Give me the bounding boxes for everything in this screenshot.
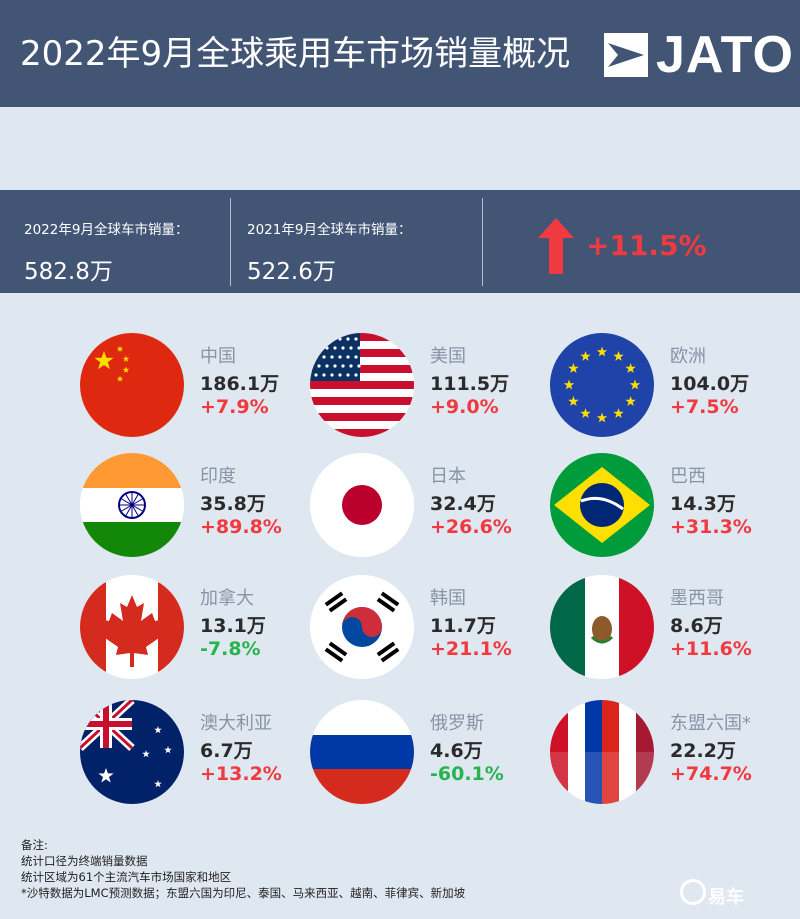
country-card-usa: 美国 111.5万 +9.0% (310, 333, 550, 443)
country-card-australia: 澳大利亚 6.7万 +13.2% (80, 700, 320, 810)
notes-line: 统计口径为终端销量数据 (21, 854, 148, 868)
summary-bar: 2022年9月全球车市销量： 582.8万 2021年9月全球车市销量： 522… (0, 190, 800, 293)
country-change: +13.2% (200, 763, 282, 785)
stat-2022-value: 582.8万 (24, 259, 113, 285)
japan-flag-icon (310, 453, 414, 557)
country-name: 欧洲 (670, 346, 706, 367)
growth-value: +11.5% (586, 229, 707, 262)
country-name: 印度 (200, 466, 236, 487)
country-change: +31.3% (670, 516, 752, 538)
country-sales: 186.1万 (200, 373, 280, 395)
country-change: +9.0% (430, 396, 499, 418)
china-flag-icon (80, 333, 184, 437)
country-card-india: 印度 35.8万 +89.8% (80, 453, 320, 563)
australia-flag-icon (80, 700, 184, 804)
asean-flag-icon (550, 700, 654, 804)
country-change: +89.8% (200, 516, 282, 538)
divider (230, 198, 231, 286)
usa-flag-icon (310, 333, 414, 437)
up-arrow-icon (538, 218, 574, 274)
country-sales: 8.6万 (670, 615, 723, 637)
notes: 备注: 统计口径为终端销量数据 统计区域为61个主流汽车市场国家和地区 *沙特数… (21, 837, 465, 901)
country-sales: 6.7万 (200, 740, 253, 762)
country-name: 巴西 (670, 466, 706, 487)
notes-heading: 备注: (21, 838, 48, 852)
country-change: +11.6% (670, 638, 752, 660)
country-change: +74.7% (670, 763, 752, 785)
country-card-brazil: 巴西 14.3万 +31.3% (550, 453, 790, 563)
russia-flag-icon (310, 700, 414, 804)
country-name: 中国 (200, 346, 236, 367)
header-banner: 2022年9月全球乘用车市场销量概况 JATO (0, 0, 800, 107)
country-card-eu: 欧洲 104.0万 +7.5% (550, 333, 790, 443)
asean-flag-icon (550, 700, 654, 804)
mexico-flag-icon (550, 575, 654, 679)
canada-flag-icon (80, 575, 184, 679)
page-title: 2022年9月全球乘用车市场销量概况 (20, 34, 571, 74)
country-change: +7.5% (670, 396, 739, 418)
notes-line: *沙特数据为LMC预测数据；东盟六国为印尼、泰国、马来西亚、越南、菲律宾、新加坡 (21, 886, 466, 900)
jato-logo: JATO (604, 27, 794, 83)
korea-flag-icon (310, 575, 414, 679)
brazil-flag-icon (550, 453, 654, 557)
country-name: 澳大利亚 (200, 713, 272, 734)
divider (482, 198, 483, 286)
watermark: 易车 (708, 887, 744, 908)
country-sales: 32.4万 (430, 493, 496, 515)
jato-logo-icon (604, 33, 648, 77)
country-sales: 104.0万 (670, 373, 750, 395)
country-sales: 13.1万 (200, 615, 266, 637)
notes-line: 统计区域为61个主流汽车市场国家和地区 (21, 870, 232, 884)
stat-2021-value: 522.6万 (247, 259, 336, 285)
country-name: 加拿大 (200, 588, 254, 609)
country-card-canada: 加拿大 13.1万 -7.8% (80, 575, 320, 685)
watermark-icon (680, 879, 706, 905)
country-change: -60.1% (430, 763, 504, 785)
country-name: 韩国 (430, 588, 466, 609)
country-card-russia: 俄罗斯 4.6万 -60.1% (310, 700, 550, 810)
india-flag-icon (80, 453, 184, 557)
country-name: 俄罗斯 (430, 713, 484, 734)
country-card-asean: 东盟六国* 22.2万 +74.7% (550, 700, 790, 810)
stat-2022-label: 2022年9月全球车市销量： (24, 222, 189, 238)
brazil-flag-icon (550, 453, 654, 557)
country-change: +26.6% (430, 516, 512, 538)
mexico-flag-icon (550, 575, 654, 679)
eu-flag-icon (550, 333, 654, 437)
country-card-china: 中国 186.1万 +7.9% (80, 333, 320, 443)
country-sales: 22.2万 (670, 740, 736, 762)
korea-flag-icon (310, 575, 414, 679)
japan-flag-icon (310, 453, 414, 557)
country-name: 美国 (430, 346, 466, 367)
australia-flag-icon (80, 700, 184, 804)
country-name: 日本 (430, 466, 466, 487)
usa-flag-icon (310, 333, 414, 437)
country-card-korea: 韩国 11.7万 +21.1% (310, 575, 550, 685)
country-name: 墨西哥 (670, 588, 724, 609)
country-change: -7.8% (200, 638, 261, 660)
logo-text: JATO (656, 26, 794, 84)
eu-flag-icon (550, 333, 654, 437)
country-sales: 14.3万 (670, 493, 736, 515)
country-sales: 35.8万 (200, 493, 266, 515)
russia-flag-icon (310, 700, 414, 804)
country-change: +21.1% (430, 638, 512, 660)
country-change: +7.9% (200, 396, 269, 418)
country-sales: 4.6万 (430, 740, 483, 762)
india-flag-icon (80, 453, 184, 557)
country-name: 东盟六国* (670, 713, 751, 734)
country-card-mexico: 墨西哥 8.6万 +11.6% (550, 575, 790, 685)
country-card-japan: 日本 32.4万 +26.6% (310, 453, 550, 563)
country-sales: 111.5万 (430, 373, 510, 395)
canada-flag-icon (80, 575, 184, 679)
stat-2021-label: 2021年9月全球车市销量： (247, 222, 412, 238)
china-flag-icon (80, 333, 184, 437)
country-sales: 11.7万 (430, 615, 496, 637)
